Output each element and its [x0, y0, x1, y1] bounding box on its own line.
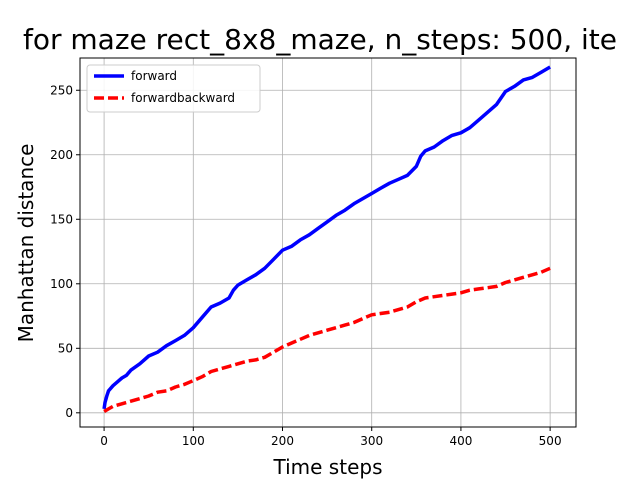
legend: forward forwardbackward: [86, 64, 261, 113]
y-tick-label: 100: [50, 277, 73, 291]
x-tick-label: 100: [182, 434, 205, 448]
x-tick-label: 400: [449, 434, 472, 448]
x-tick-label: 0: [100, 434, 108, 448]
plot-frame: [79, 57, 577, 428]
series-layer: [102, 65, 551, 414]
x-axis: 0 100 200 300 400 500: [100, 427, 562, 448]
y-tick-label: 200: [50, 148, 73, 162]
y-axis: 0 50 100 150 200 250: [50, 83, 80, 420]
x-tick-label: 300: [360, 434, 383, 448]
series-line-forwardbackward: [103, 266, 551, 414]
grid: [80, 58, 576, 427]
legend-label-forwardbackward: forwardbackward: [131, 91, 235, 105]
series-line-forward: [102, 65, 551, 410]
legend-label-forward: forward: [131, 69, 177, 83]
chart-title: for maze rect_8x8_maze, n_steps: 500, it…: [23, 23, 617, 56]
legend-box: [86, 64, 261, 113]
y-axis-label: Manhattan distance: [14, 144, 38, 343]
y-tick-label: 50: [58, 341, 73, 355]
y-tick-label: 150: [50, 212, 73, 226]
y-tick-label: 0: [65, 406, 73, 420]
x-tick-label: 500: [539, 434, 562, 448]
x-tick-label: 200: [271, 434, 294, 448]
x-axis-label: Time steps: [273, 455, 383, 479]
y-tick-label: 250: [50, 83, 73, 97]
